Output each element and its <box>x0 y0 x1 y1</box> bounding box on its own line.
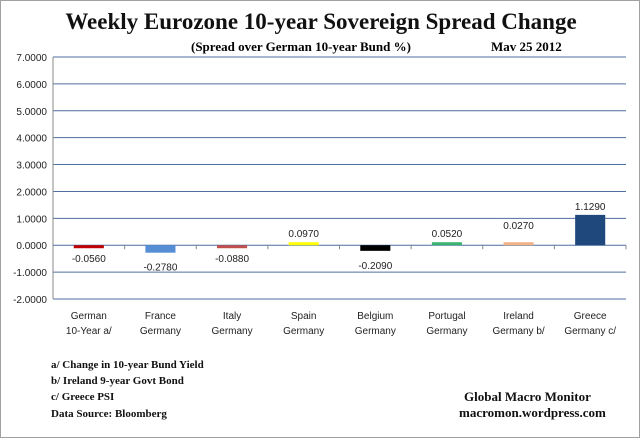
source-name: Global Macro Monitor <box>464 389 591 404</box>
bar <box>360 245 391 251</box>
bar <box>288 242 319 246</box>
data-label: -0.2780 <box>143 263 177 274</box>
x-tick-label: Germany <box>283 326 324 337</box>
x-tick-label: Ireland <box>503 311 534 322</box>
x-tick-label: Germany <box>355 326 396 337</box>
bar <box>73 245 104 249</box>
data-label: 0.0270 <box>503 221 534 232</box>
y-tick-label: -1.0000 <box>13 268 47 279</box>
note-c: c/ Greece PSI <box>51 391 115 403</box>
x-tick-label: Greece <box>574 311 607 322</box>
x-tick-label: Spain <box>291 311 317 322</box>
chart-date: Mav 25 2012 <box>491 39 562 54</box>
note-a: a/ Change in 10-year Bund Yield <box>51 359 204 371</box>
data-label: -0.0880 <box>215 254 249 265</box>
x-tick-label: Italy <box>223 311 241 322</box>
x-tick-label: 10-Year a/ <box>66 326 112 337</box>
bar <box>145 245 176 253</box>
bar <box>431 242 462 246</box>
y-tick-label: 1.0000 <box>16 214 47 225</box>
x-tick-label: Belgium <box>357 311 393 322</box>
x-tick-label: Germany <box>426 326 467 337</box>
bar <box>217 245 248 249</box>
x-tick-label: Germany c/ <box>564 326 616 337</box>
data-label: 1.1290 <box>575 202 606 213</box>
bar <box>575 214 606 246</box>
data-label: -0.0560 <box>72 254 106 265</box>
x-tick-label: Germany b/ <box>492 326 544 337</box>
data-source: Data Source: Bloomberg <box>51 408 167 420</box>
chart-subtitle: (Spread over German 10-year Bund %) <box>191 39 411 54</box>
x-tick-label: France <box>145 311 177 322</box>
chart-title: Weekly Eurozone 10-year Sovereign Spread… <box>65 9 577 34</box>
y-tick-label: 5.0000 <box>16 107 47 118</box>
data-label: -0.2090 <box>358 261 392 272</box>
y-tick-label: 4.0000 <box>16 134 47 145</box>
source-url: macromon.wordpress.com <box>459 405 606 420</box>
x-tick-label: Germany <box>140 326 181 337</box>
y-tick-label: 0.0000 <box>16 241 47 252</box>
y-tick-label: 3.0000 <box>16 161 47 172</box>
data-label: 0.0970 <box>288 229 319 240</box>
data-label: 0.0520 <box>432 229 463 240</box>
x-tick-label: German <box>71 311 107 322</box>
y-tick-label: 2.0000 <box>16 187 47 198</box>
bar <box>503 242 534 246</box>
x-tick-label: Germany <box>212 326 253 337</box>
y-tick-label: 7.0000 <box>16 53 47 64</box>
x-tick-label: Portugal <box>428 311 465 322</box>
y-tick-label: -2.0000 <box>13 295 47 306</box>
y-tick-label: 6.0000 <box>16 80 47 91</box>
note-b: b/ Ireland 9-year Govt Bond <box>51 375 184 387</box>
